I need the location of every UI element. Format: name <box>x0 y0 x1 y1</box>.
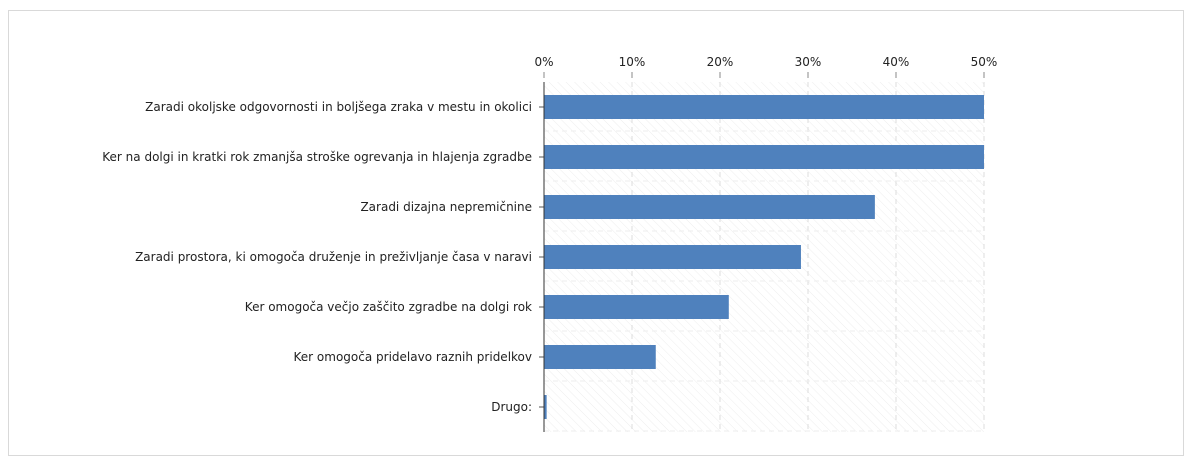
bar <box>544 395 547 419</box>
y-tick-label: Ker na dolgi in kratki rok zmanjša stroš… <box>102 150 532 164</box>
y-tick-label: Zaradi prostora, ki omogoča druženje in … <box>135 250 532 264</box>
bar <box>544 345 656 369</box>
frame <box>8 10 1184 456</box>
x-tick-label: 30% <box>795 55 822 69</box>
y-tick-label: Zaradi okoljske odgovornosti in boljšega… <box>145 100 532 114</box>
x-tick-label: 0% <box>534 55 553 69</box>
bar <box>544 295 729 319</box>
y-tick-label: Zaradi dizajna nepremičnine <box>360 200 532 214</box>
x-tick-label: 10% <box>619 55 646 69</box>
y-tick-label: Ker omogoča večjo zaščito zgradbe na dol… <box>244 300 532 314</box>
x-tick-label: 50% <box>971 55 998 69</box>
bar <box>544 245 801 269</box>
y-tick-label: Drugo: <box>491 400 532 414</box>
bar <box>544 95 984 119</box>
bar <box>544 195 875 219</box>
y-tick-label: Ker omogoča pridelavo raznih pridelkov <box>293 350 532 364</box>
bar <box>544 145 984 169</box>
x-tick-label: 40% <box>883 55 910 69</box>
x-tick-label: 20% <box>707 55 734 69</box>
